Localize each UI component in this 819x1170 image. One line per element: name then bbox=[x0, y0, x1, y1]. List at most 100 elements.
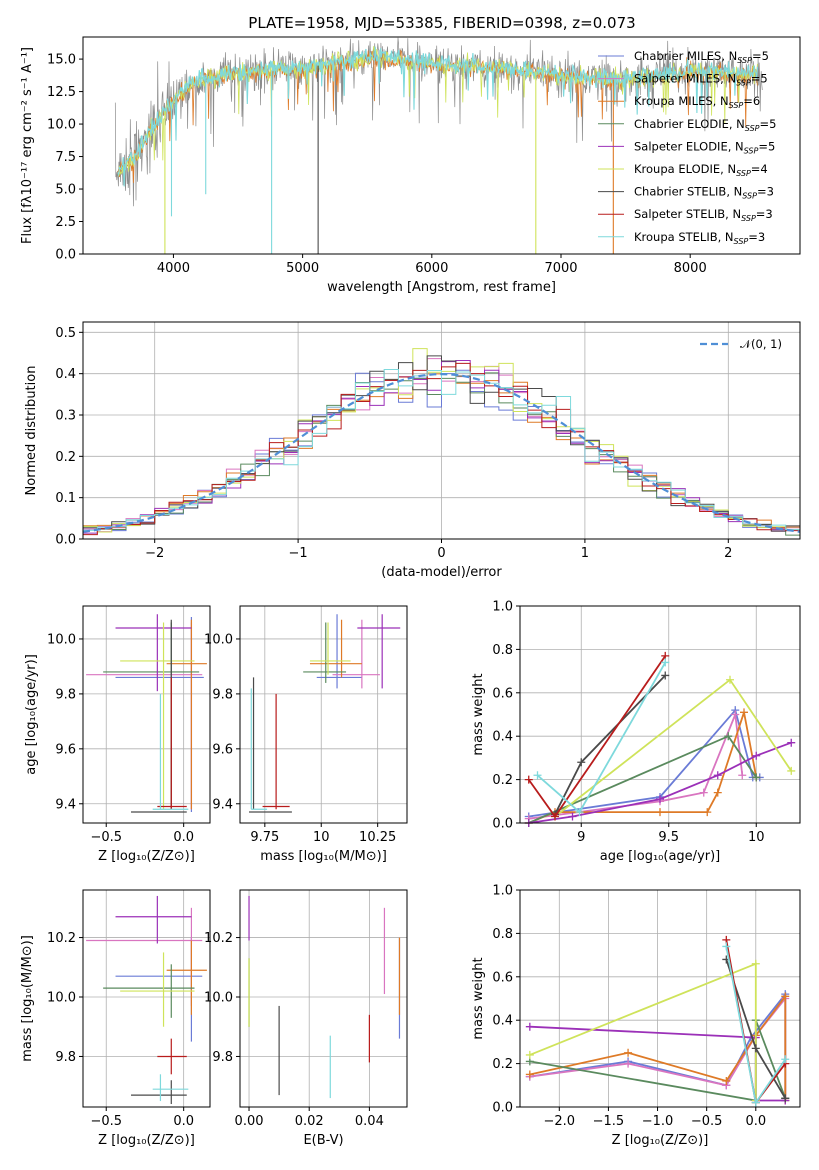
y-tick-label: 9.8 bbox=[55, 687, 76, 702]
weight-vs-metallicity-panel: −2.0 −1.5 −1.0 −0.5 0.0 0.0 0.2 0.4 0.6 0.8 1.0 Z [… bbox=[471, 884, 801, 1148]
weight-point-marker bbox=[731, 710, 740, 719]
mass-vs-metallicity-panel: −0.5 0.0 9.8 10.0 10.2 Z [log₁₀(Z/Z⊙)] mass [l… bbox=[20, 889, 211, 1148]
y-tick-label: 0.8 bbox=[492, 643, 513, 658]
x-tick-label: −0.5 bbox=[691, 1114, 723, 1129]
weight-point-marker bbox=[713, 788, 722, 797]
y-tick-label: 0.4 bbox=[55, 367, 76, 382]
weight-point-marker bbox=[533, 771, 542, 780]
weight-point-marker bbox=[703, 808, 712, 817]
x-axis-label: E(B-V) bbox=[303, 1133, 343, 1148]
y-tick-label: 1.0 bbox=[492, 600, 513, 615]
weight-point-marker bbox=[525, 1022, 534, 1031]
weight-point-marker bbox=[656, 808, 664, 817]
x-axis-label: (data-model)/error bbox=[381, 565, 502, 580]
x-tick-label: 9.5 bbox=[658, 830, 679, 845]
x-tick-label: −2 bbox=[145, 546, 164, 561]
weight-point-marker bbox=[751, 959, 760, 968]
y-tick-label: 10.2 bbox=[204, 931, 233, 946]
y-tick-label: 9.6 bbox=[212, 742, 233, 757]
y-tick-label: 0.0 bbox=[492, 1101, 513, 1116]
legend-entry: 𝒩(0, 1) bbox=[740, 337, 782, 351]
x-tick-label: 0 bbox=[437, 546, 445, 561]
axes-frame bbox=[239, 605, 408, 824]
legend-entry: Chabrier MILES, NSSP=5 bbox=[634, 49, 769, 65]
x-tick-label: 2 bbox=[724, 546, 732, 561]
x-axis-label: Z [log₁₀(Z/Z⊙)] bbox=[98, 1133, 195, 1148]
x-axis-label: wavelength [Angstrom, rest frame] bbox=[327, 280, 556, 295]
weight-point-marker bbox=[787, 766, 796, 775]
y-axis-label: mass weight bbox=[471, 957, 486, 1039]
y-tick-label: 9.8 bbox=[212, 687, 233, 702]
weight-point-marker bbox=[656, 795, 664, 804]
weight-point-marker bbox=[568, 812, 577, 821]
spectrum-title: PLATE=1958, MJD=53385, FIBERID=0398, z=0… bbox=[248, 14, 635, 32]
y-tick-label: 9.4 bbox=[212, 797, 233, 812]
y-tick-label: 9.8 bbox=[212, 1050, 233, 1065]
legend-entry: Kroupa ELODIE, NSSP=4 bbox=[634, 162, 768, 178]
legend-entry: Kroupa MILES, NSSP=6 bbox=[634, 94, 760, 110]
y-tick-label: 2.5 bbox=[55, 215, 76, 230]
weight-point-marker bbox=[661, 671, 670, 680]
y-tick-label: 10.0 bbox=[204, 991, 233, 1006]
spectrum-panel: 4000 5000 6000 7000 8000 0.0 2.5 5.0 7.5 10.0 12.5… bbox=[20, 36, 801, 295]
x-tick-label: −0.5 bbox=[90, 1114, 122, 1129]
y-tick-label: 1.0 bbox=[492, 884, 513, 899]
axes-frame bbox=[82, 36, 801, 255]
weight-point-marker bbox=[661, 658, 670, 667]
y-tick-label: 9.8 bbox=[55, 1050, 76, 1065]
normal-reference-curve bbox=[82, 372, 801, 533]
x-tick-label: 0.04 bbox=[355, 1114, 384, 1129]
x-tick-label: −2.0 bbox=[544, 1114, 576, 1129]
x-tick-label: 5000 bbox=[286, 261, 319, 276]
weight-point-marker bbox=[624, 1059, 633, 1068]
legend-entry: Chabrier STELIB, NSSP=3 bbox=[634, 185, 774, 201]
weight-series-line bbox=[528, 741, 792, 823]
weight-point-marker bbox=[722, 942, 731, 951]
y-tick-label: 0.0 bbox=[55, 533, 76, 548]
y-axis-label: age [log₁₀(age/yr)] bbox=[24, 654, 39, 775]
legend-entry: Salpeter MILES, NSSP=5 bbox=[634, 72, 768, 88]
y-tick-label: 10.0 bbox=[47, 118, 76, 133]
weight-point-marker bbox=[752, 773, 761, 782]
y-tick-label: 0.0 bbox=[492, 817, 513, 832]
x-axis-label: age [log₁₀(age/yr)] bbox=[600, 849, 721, 864]
y-tick-label: 0.4 bbox=[492, 1014, 513, 1029]
x-tick-label: 10.25 bbox=[359, 830, 396, 845]
y-tick-label: 0.1 bbox=[55, 491, 76, 506]
weight-point-marker bbox=[751, 1044, 760, 1053]
weight-point-marker bbox=[575, 808, 584, 817]
weight-point-marker bbox=[525, 1070, 534, 1079]
x-tick-label: 4000 bbox=[157, 261, 190, 276]
weight-point-marker bbox=[577, 758, 586, 767]
weight-point-marker bbox=[751, 1098, 760, 1107]
x-tick-label: −1.5 bbox=[593, 1114, 625, 1129]
legend-entry: Salpeter ELODIE, NSSP=5 bbox=[634, 139, 775, 155]
y-tick-label: 10.0 bbox=[204, 632, 233, 647]
residual-histogram-panel: −2 −1 0 1 2 0.0 0.1 0.2 0.3 0.4 0.5 (data-model)/er… bbox=[24, 321, 801, 580]
y-tick-label: 10.0 bbox=[47, 632, 76, 647]
x-tick-label: 1 bbox=[581, 546, 589, 561]
age-vs-mass-panel: 9.75 10 10.25 9.4 9.6 9.8 10.0 mass [log₁₀(M/M⊙… bbox=[204, 605, 408, 864]
histogram-series bbox=[83, 369, 800, 539]
y-axis-label: Normed distribution bbox=[24, 366, 39, 496]
x-tick-label: 10 bbox=[748, 830, 765, 845]
y-axis-label: mass [log₁₀(M/M⊙)] bbox=[20, 935, 35, 1062]
weight-vs-age-panel: 9 9.5 10 0.0 0.2 0.4 0.6 0.8 1.0 age [log₁₀(age/y… bbox=[471, 600, 801, 864]
x-tick-label: 9 bbox=[577, 830, 585, 845]
axes-frame bbox=[239, 889, 408, 1108]
weight-point-marker bbox=[740, 708, 748, 717]
x-tick-label: 7000 bbox=[544, 261, 577, 276]
weight-point-marker bbox=[738, 771, 747, 780]
x-tick-label: 8000 bbox=[674, 261, 707, 276]
weight-point-marker bbox=[724, 732, 733, 741]
weight-point-marker bbox=[726, 675, 734, 684]
weight-point-marker bbox=[551, 812, 559, 821]
axes-frame bbox=[82, 605, 211, 824]
mass-vs-extinction-panel: 0.00 0.02 0.04 9.8 10.0 10.2 E(B-V) bbox=[204, 889, 408, 1148]
legend-entry: Kroupa STELIB, NSSP=3 bbox=[634, 230, 765, 246]
y-tick-label: 9.6 bbox=[55, 742, 76, 757]
y-tick-label: 0.2 bbox=[492, 1057, 513, 1072]
y-tick-label: 5.0 bbox=[55, 183, 76, 198]
x-axis-label: mass [log₁₀(M/M⊙)] bbox=[260, 849, 387, 864]
